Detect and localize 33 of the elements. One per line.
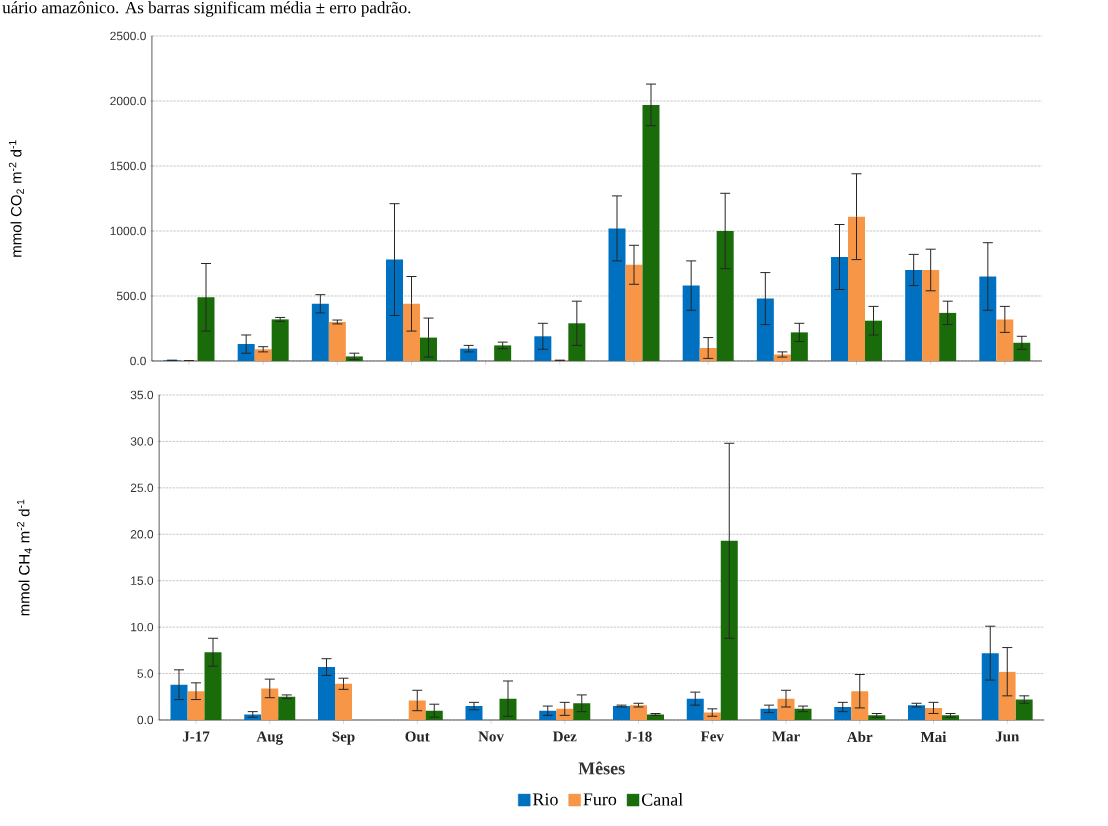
y-tick-label: 10.0: [131, 622, 154, 632]
x-axis-title: Mêses: [578, 761, 625, 775]
x-tick-label: J-18: [625, 731, 652, 742]
y-tick-label: 5.0: [137, 669, 154, 678]
y-tick-label: 2000.0: [110, 96, 146, 106]
y-tick-label: 30.0: [130, 437, 154, 446]
y-tick-label: 25.0: [130, 483, 154, 493]
y-axis-title: mmol CO$_{2}$ m$^{-2}$ d$^{-1}$: [8, 140, 24, 257]
y-tick-label: 0.0: [130, 356, 146, 366]
y-tick-label: 2500.0: [110, 31, 146, 41]
legend-label: Canal: [641, 793, 683, 806]
x-tick-label: Nov: [478, 731, 504, 742]
x-tick-label: Sep: [332, 731, 355, 745]
x-tick-label: Abr: [846, 731, 873, 743]
x-tick-label: Aug: [256, 731, 283, 745]
x-tick-label: Out: [405, 731, 430, 742]
x-tick-label: Fev: [700, 731, 724, 742]
text: uário amazônico. As barras significam média ± erro padrão.: [2, 1, 411, 17]
y-tick-label: 1000.0: [110, 226, 146, 236]
y-tick-label: 15.0: [131, 576, 154, 585]
x-tick-label: Mar: [772, 731, 800, 742]
legend-label: Furo: [583, 793, 617, 806]
y-tick-label: 35.0: [130, 390, 154, 400]
legend-label: Rio: [532, 793, 558, 806]
x-tick-label: J-17: [182, 731, 210, 742]
x-tick-label: Mai: [920, 731, 947, 743]
y-axis-title: mmol CH$_{4}$ m$^{-2}$ d$^{-1}$: [16, 499, 32, 616]
x-tick-label: Jun: [995, 731, 1020, 742]
y-tick-label: 500.0: [116, 291, 146, 301]
y-tick-label: 20.0: [130, 530, 154, 539]
y-tick-label: 1500.0: [110, 161, 146, 171]
y-tick-label: 0.0: [137, 715, 154, 725]
x-tick-label: Dez: [552, 731, 577, 742]
